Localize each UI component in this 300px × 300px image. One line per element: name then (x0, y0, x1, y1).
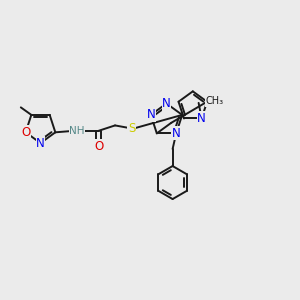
Text: NH: NH (69, 126, 85, 136)
Text: CH₃: CH₃ (205, 96, 223, 106)
Text: S: S (128, 122, 135, 135)
Text: N: N (172, 127, 181, 140)
Text: O: O (94, 140, 103, 153)
Text: O: O (21, 126, 30, 139)
Text: N: N (36, 136, 45, 150)
Text: N: N (146, 108, 155, 122)
Text: N: N (197, 112, 206, 125)
Text: N: N (162, 97, 171, 110)
